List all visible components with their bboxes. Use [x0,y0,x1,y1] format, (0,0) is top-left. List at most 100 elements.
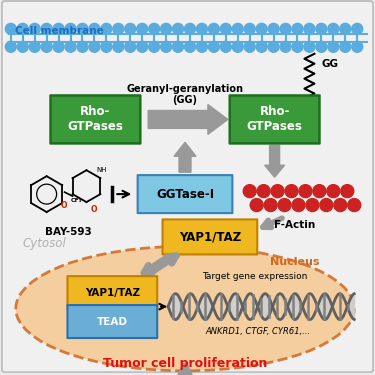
FancyBboxPatch shape [162,219,257,254]
Circle shape [65,41,76,52]
Circle shape [172,23,183,34]
Circle shape [299,184,312,198]
Circle shape [53,23,64,34]
Circle shape [243,184,256,198]
Text: Geranyl-geranylation
(GG): Geranyl-geranylation (GG) [126,84,243,105]
Circle shape [292,199,305,211]
Circle shape [17,23,28,34]
Text: YAP1/TAZ: YAP1/TAZ [85,288,140,298]
Text: ANKRD1, CTGF, CYR61,...: ANKRD1, CTGF, CYR61,... [205,327,310,336]
Circle shape [196,23,207,34]
Circle shape [268,23,279,34]
Text: O: O [61,201,67,210]
Ellipse shape [16,246,354,371]
Text: GG: GG [321,59,338,69]
Circle shape [77,23,88,34]
Text: Cell membrane: Cell membrane [15,26,104,36]
Circle shape [209,41,219,52]
Circle shape [125,23,136,34]
Circle shape [220,41,231,52]
Circle shape [340,23,351,34]
Circle shape [29,41,40,52]
Circle shape [306,199,319,211]
Circle shape [113,41,124,52]
FancyBboxPatch shape [68,276,157,309]
Text: Nucleus: Nucleus [270,257,319,267]
Circle shape [352,41,363,52]
Circle shape [268,41,279,52]
Circle shape [101,23,112,34]
Circle shape [125,41,136,52]
Circle shape [257,184,270,198]
Circle shape [101,41,112,52]
Text: F-Actin: F-Actin [274,220,315,230]
Text: NH: NH [96,167,107,173]
Circle shape [250,199,263,211]
Circle shape [17,41,28,52]
Text: Cytosol: Cytosol [23,237,66,250]
Text: Target gene expression: Target gene expression [202,272,308,281]
Circle shape [53,41,64,52]
Circle shape [280,41,291,52]
Text: CF₃: CF₃ [70,198,82,203]
Circle shape [148,41,160,52]
Circle shape [256,23,267,34]
Circle shape [334,199,347,211]
Circle shape [316,23,327,34]
Text: YAP1/TAZ: YAP1/TAZ [179,230,241,243]
Circle shape [292,23,303,34]
FancyBboxPatch shape [138,175,232,213]
Circle shape [232,41,243,52]
Circle shape [327,184,340,198]
Circle shape [184,23,195,34]
Circle shape [348,199,361,211]
Text: O: O [90,205,97,214]
Circle shape [341,184,354,198]
FancyBboxPatch shape [51,96,140,143]
Circle shape [264,199,277,211]
Circle shape [196,41,207,52]
Text: Rho-
GTPases: Rho- GTPases [247,105,303,134]
Circle shape [89,23,100,34]
Circle shape [285,184,298,198]
Circle shape [5,41,16,52]
Circle shape [232,23,243,34]
Circle shape [328,41,339,52]
Circle shape [89,41,100,52]
Circle shape [41,23,52,34]
Circle shape [280,23,291,34]
Text: Rho-
GTPases: Rho- GTPases [68,105,123,134]
Circle shape [137,23,148,34]
Circle shape [5,23,16,34]
Circle shape [271,184,284,198]
FancyBboxPatch shape [68,305,157,338]
FancyBboxPatch shape [230,96,320,143]
Circle shape [160,23,172,34]
Circle shape [244,41,255,52]
Circle shape [304,23,315,34]
Circle shape [41,41,52,52]
Circle shape [340,41,351,52]
Circle shape [313,184,326,198]
Text: Tumor cell proliferation: Tumor cell proliferation [103,357,267,370]
FancyArrow shape [265,146,285,177]
Circle shape [256,41,267,52]
Circle shape [137,41,148,52]
Circle shape [113,23,124,34]
Circle shape [328,23,339,34]
Circle shape [160,41,172,52]
Circle shape [148,23,160,34]
FancyArrow shape [148,105,228,134]
Circle shape [244,23,255,34]
Circle shape [29,23,40,34]
Circle shape [278,199,291,211]
Text: TEAD: TEAD [97,316,128,327]
Circle shape [320,199,333,211]
Circle shape [209,23,219,34]
Text: GGTase-I: GGTase-I [156,188,214,201]
Circle shape [220,23,231,34]
Circle shape [77,41,88,52]
FancyBboxPatch shape [2,1,373,372]
Circle shape [65,23,76,34]
Circle shape [316,41,327,52]
